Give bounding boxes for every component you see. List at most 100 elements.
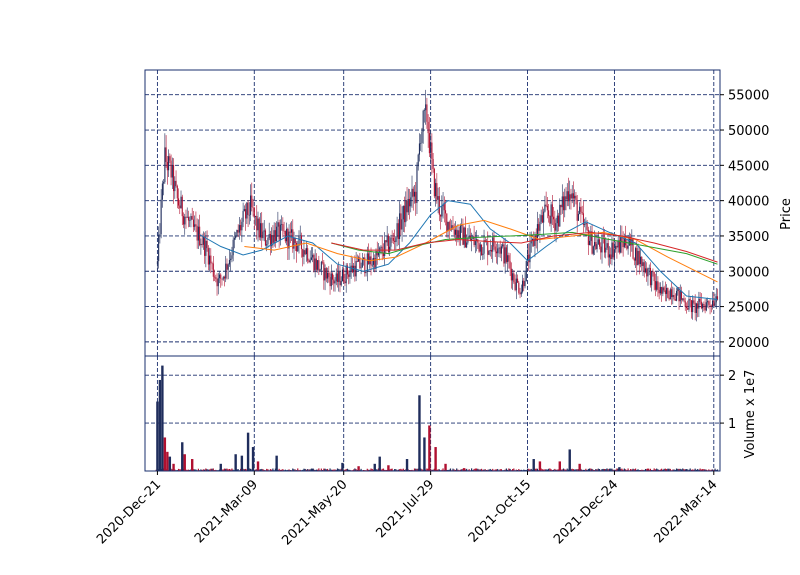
candle-body	[438, 196, 440, 215]
candle-body	[371, 264, 373, 266]
volume-bar	[667, 468, 669, 471]
volume-bar	[602, 468, 604, 471]
volume-bar	[271, 469, 273, 471]
candle-body	[416, 166, 418, 204]
volume-bar	[448, 469, 450, 471]
candle-body	[359, 257, 361, 268]
volume-bar	[531, 469, 534, 471]
candle-body	[225, 263, 227, 279]
volume-bar	[171, 469, 173, 471]
volume-bar	[353, 469, 355, 471]
candle-body	[457, 230, 459, 239]
volume-bar	[703, 469, 705, 471]
volume-bar	[394, 469, 396, 471]
volume-bar	[543, 469, 545, 471]
volume-bar	[625, 469, 627, 471]
volume-bar	[700, 469, 702, 471]
candle-body	[456, 229, 458, 239]
candle-body	[324, 268, 326, 281]
volume-bar	[373, 463, 376, 471]
volume-bar	[653, 468, 655, 471]
volume-bar	[282, 469, 284, 471]
volume-bar	[568, 449, 571, 471]
candle-body	[247, 202, 249, 215]
volume-bar	[605, 469, 607, 471]
volume-bar	[603, 468, 606, 471]
volume-bar	[433, 468, 435, 471]
candle-body	[476, 239, 478, 241]
volume-bar	[292, 468, 294, 471]
candle-body	[692, 300, 694, 313]
candle-body	[534, 235, 536, 246]
candle-body	[603, 238, 606, 253]
volume-bar	[499, 469, 501, 471]
volume-bar	[366, 468, 368, 471]
candle-body	[284, 231, 286, 242]
candle-body	[421, 131, 423, 144]
candle-body	[524, 281, 526, 287]
volume-bar	[566, 468, 568, 471]
volume-bar	[702, 469, 704, 471]
candle-body	[410, 197, 412, 207]
volume-bar	[529, 469, 531, 471]
volume-bar	[673, 469, 675, 471]
candle-body	[407, 198, 409, 213]
candle-body	[492, 237, 494, 252]
volume-bar	[262, 469, 264, 471]
candle-body	[437, 196, 439, 200]
volume-bar	[287, 469, 289, 471]
volume-bar	[226, 468, 228, 471]
candle-body	[269, 234, 271, 247]
volume-bar	[244, 468, 247, 471]
candle-body	[652, 271, 654, 273]
volume-bar	[658, 469, 660, 471]
volume-bar	[663, 468, 665, 471]
candle-body	[394, 240, 396, 242]
candle-body	[499, 247, 501, 254]
candle-body	[544, 204, 546, 212]
volume-bar	[315, 469, 317, 471]
volume-bar	[515, 469, 517, 471]
candle-body	[540, 215, 542, 222]
volume-bar	[699, 468, 701, 471]
volume-bar	[370, 468, 372, 471]
candle-body	[464, 227, 466, 248]
volume-bar	[610, 468, 612, 471]
candle-body	[644, 268, 647, 273]
candle-body	[190, 216, 192, 221]
volume-bar	[381, 468, 383, 471]
candle-body	[384, 240, 386, 256]
volume-bar	[236, 469, 238, 471]
volume-bar	[621, 468, 623, 471]
candle-body	[641, 256, 643, 266]
volume-bar	[417, 468, 419, 471]
volume-bar	[652, 469, 654, 471]
candle-body	[231, 255, 233, 259]
candle-body	[310, 257, 312, 260]
volume-bar	[398, 469, 401, 471]
candle-body	[292, 229, 294, 249]
volume-bar	[378, 456, 381, 471]
volume-bar	[428, 425, 431, 471]
candle-body	[377, 252, 380, 256]
volume-bar	[662, 469, 664, 471]
candle-body	[453, 229, 455, 235]
volume-bar	[246, 469, 248, 471]
candle-body	[386, 235, 388, 243]
candle-body	[415, 191, 417, 204]
volume-bar	[430, 468, 432, 471]
candle-body	[356, 261, 358, 262]
candle-body	[186, 216, 188, 218]
candle-body	[380, 246, 382, 248]
volume-bar	[688, 469, 690, 471]
candle-body	[170, 160, 172, 178]
volume-bar	[267, 469, 269, 471]
candle-body	[694, 302, 696, 313]
candle-body	[543, 211, 545, 223]
candle-body	[432, 158, 434, 169]
volume-bar	[577, 469, 580, 471]
candle-body	[365, 271, 367, 274]
price-tick-label: 20000	[728, 336, 769, 351]
volume-bar	[567, 469, 570, 471]
candle-body	[607, 243, 609, 258]
